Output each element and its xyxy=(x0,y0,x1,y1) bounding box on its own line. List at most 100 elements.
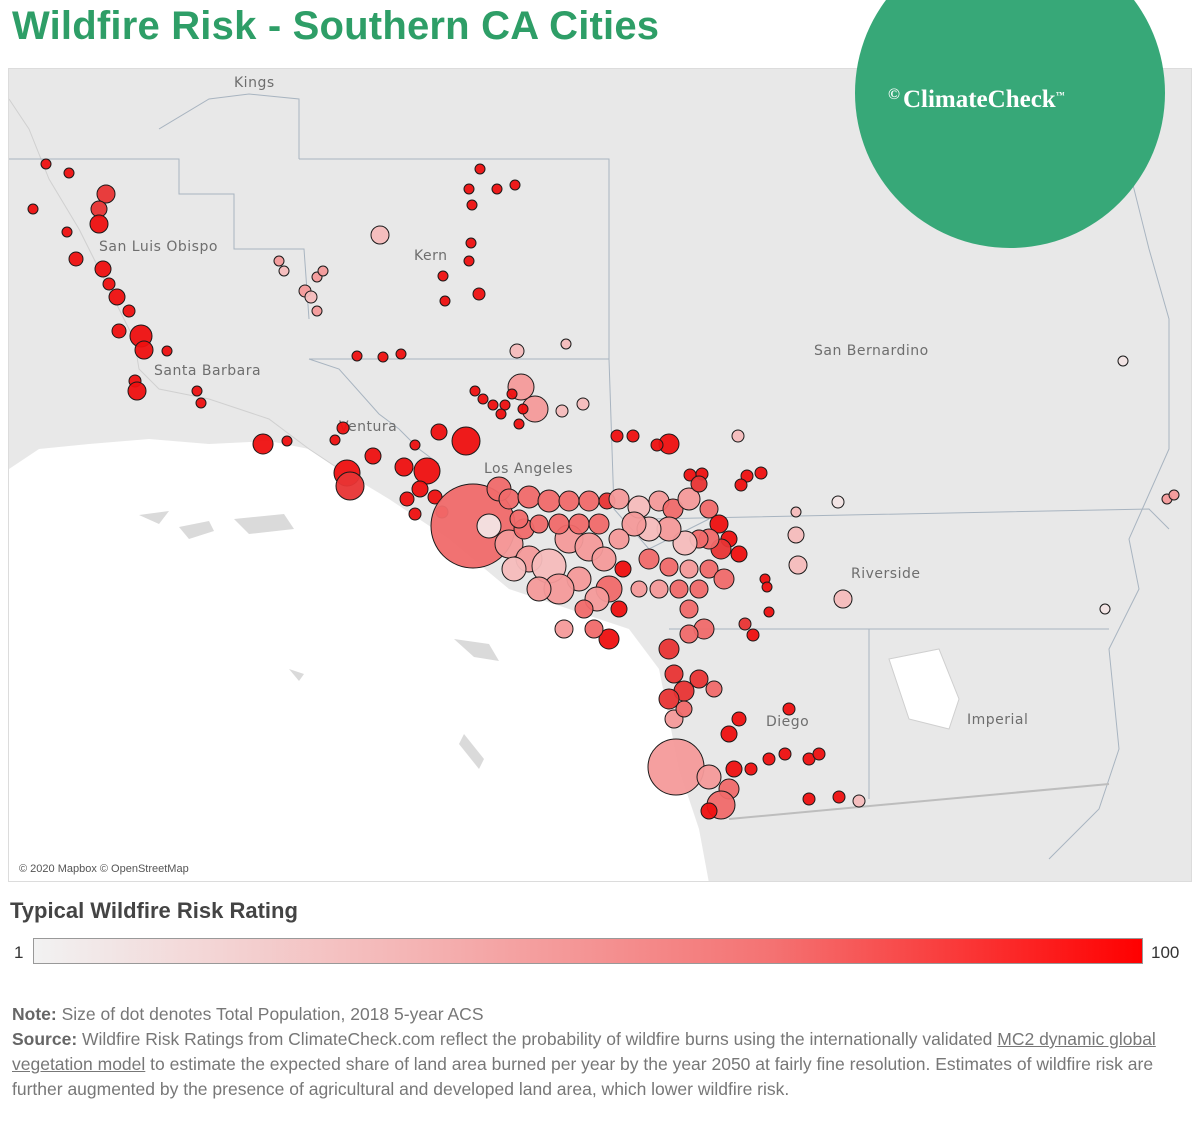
city-risk-dot[interactable] xyxy=(782,702,796,716)
city-risk-dot[interactable] xyxy=(281,435,293,447)
city-risk-dot[interactable] xyxy=(491,183,503,195)
city-risk-dot[interactable] xyxy=(608,488,630,510)
city-risk-dot[interactable] xyxy=(626,429,640,443)
city-risk-dot[interactable] xyxy=(554,619,574,639)
city-risk-dot[interactable] xyxy=(474,163,486,175)
city-risk-dot[interactable] xyxy=(852,794,866,808)
city-risk-dot[interactable] xyxy=(329,434,341,446)
city-risk-dot[interactable] xyxy=(731,429,745,443)
city-risk-dot[interactable] xyxy=(451,426,481,456)
city-risk-dot[interactable] xyxy=(832,790,846,804)
city-risk-dot[interactable] xyxy=(614,560,632,578)
city-risk-dot[interactable] xyxy=(191,385,203,397)
city-risk-dot[interactable] xyxy=(754,466,768,480)
city-risk-dot[interactable] xyxy=(437,270,449,282)
city-risk-dot[interactable] xyxy=(700,802,718,820)
city-risk-dot[interactable] xyxy=(713,568,735,590)
city-risk-dot[interactable] xyxy=(111,323,127,339)
city-risk-dot[interactable] xyxy=(409,439,421,451)
city-risk-dot[interactable] xyxy=(699,559,719,579)
city-risk-dot[interactable] xyxy=(664,664,684,684)
city-risk-dot[interactable] xyxy=(679,624,699,644)
city-risk-dot[interactable] xyxy=(526,576,552,602)
city-risk-dot[interactable] xyxy=(659,557,679,577)
city-risk-dot[interactable] xyxy=(689,579,709,599)
city-risk-dot[interactable] xyxy=(669,579,689,599)
city-risk-dot[interactable] xyxy=(529,514,549,534)
city-risk-dot[interactable] xyxy=(27,203,39,215)
mc2-model-link[interactable]: MC2 dynamic global vegetation model xyxy=(12,1029,1156,1074)
city-risk-dot[interactable] xyxy=(558,490,580,512)
city-risk-dot[interactable] xyxy=(630,580,648,598)
city-risk-dot[interactable] xyxy=(252,433,274,455)
city-risk-dot[interactable] xyxy=(588,513,610,535)
city-risk-dot[interactable] xyxy=(195,397,207,409)
city-risk-dot[interactable] xyxy=(1117,355,1129,367)
city-risk-dot[interactable] xyxy=(740,469,754,483)
city-risk-dot[interactable] xyxy=(161,345,173,357)
city-risk-dot[interactable] xyxy=(790,506,802,518)
city-risk-dot[interactable] xyxy=(812,747,826,761)
city-risk-dot[interactable] xyxy=(495,408,507,420)
city-risk-dot[interactable] xyxy=(658,688,680,710)
city-risk-dot[interactable] xyxy=(127,381,147,401)
city-risk-dot[interactable] xyxy=(351,350,363,362)
city-risk-dot[interactable] xyxy=(509,179,521,191)
city-risk-dot[interactable] xyxy=(608,528,630,550)
city-risk-dot[interactable] xyxy=(638,548,660,570)
city-risk-dot[interactable] xyxy=(487,399,499,411)
city-risk-dot[interactable] xyxy=(574,599,594,619)
city-risk-dot[interactable] xyxy=(705,680,723,698)
city-risk-dot[interactable] xyxy=(677,487,701,511)
city-risk-dot[interactable] xyxy=(40,158,52,170)
city-risk-dot[interactable] xyxy=(696,764,722,790)
city-risk-dot[interactable] xyxy=(122,304,136,318)
city-risk-dot[interactable] xyxy=(584,619,604,639)
city-risk-dot[interactable] xyxy=(96,184,116,204)
city-risk-dot[interactable] xyxy=(763,606,775,618)
city-risk-dot[interactable] xyxy=(568,513,590,535)
city-risk-dot[interactable] xyxy=(509,343,525,359)
city-risk-dot[interactable] xyxy=(833,589,853,609)
city-risk-dot[interactable] xyxy=(762,752,776,766)
city-risk-dot[interactable] xyxy=(317,265,329,277)
city-risk-dot[interactable] xyxy=(725,760,743,778)
city-risk-dot[interactable] xyxy=(560,338,572,350)
city-risk-dot[interactable] xyxy=(731,711,747,727)
city-risk-dot[interactable] xyxy=(517,485,541,509)
city-risk-dot[interactable] xyxy=(94,260,112,278)
city-risk-dot[interactable] xyxy=(761,581,773,593)
city-risk-dot[interactable] xyxy=(273,255,285,267)
city-risk-dot[interactable] xyxy=(720,725,738,743)
city-risk-dot[interactable] xyxy=(548,513,570,535)
city-risk-dot[interactable] xyxy=(377,351,389,363)
city-risk-dot[interactable] xyxy=(517,403,529,415)
city-risk-dot[interactable] xyxy=(610,429,624,443)
city-risk-dot[interactable] xyxy=(411,480,429,498)
city-risk-dot[interactable] xyxy=(463,183,475,195)
city-risk-dot[interactable] xyxy=(311,305,323,317)
city-risk-dot[interactable] xyxy=(1099,603,1111,615)
city-risk-dot[interactable] xyxy=(787,526,805,544)
city-risk-dot[interactable] xyxy=(408,507,422,521)
city-risk-dot[interactable] xyxy=(469,385,481,397)
city-risk-dot[interactable] xyxy=(394,457,414,477)
city-risk-dot[interactable] xyxy=(513,418,525,430)
city-risk-dot[interactable] xyxy=(699,499,719,519)
city-risk-dot[interactable] xyxy=(430,423,448,441)
city-risk-dot[interactable] xyxy=(690,475,708,493)
city-risk-dot[interactable] xyxy=(610,600,628,618)
city-risk-dot[interactable] xyxy=(555,404,569,418)
city-risk-dot[interactable] xyxy=(650,438,664,452)
city-risk-dot[interactable] xyxy=(63,167,75,179)
city-risk-dot[interactable] xyxy=(68,251,84,267)
city-risk-dot[interactable] xyxy=(537,489,561,513)
city-risk-dot[interactable] xyxy=(576,397,590,411)
city-risk-dot[interactable] xyxy=(102,277,116,291)
city-risk-dot[interactable] xyxy=(476,513,502,539)
city-risk-dot[interactable] xyxy=(399,491,415,507)
city-risk-dot[interactable] xyxy=(370,225,390,245)
city-risk-dot[interactable] xyxy=(734,478,748,492)
city-risk-dot[interactable] xyxy=(336,421,350,435)
city-risk-dot[interactable] xyxy=(108,288,126,306)
